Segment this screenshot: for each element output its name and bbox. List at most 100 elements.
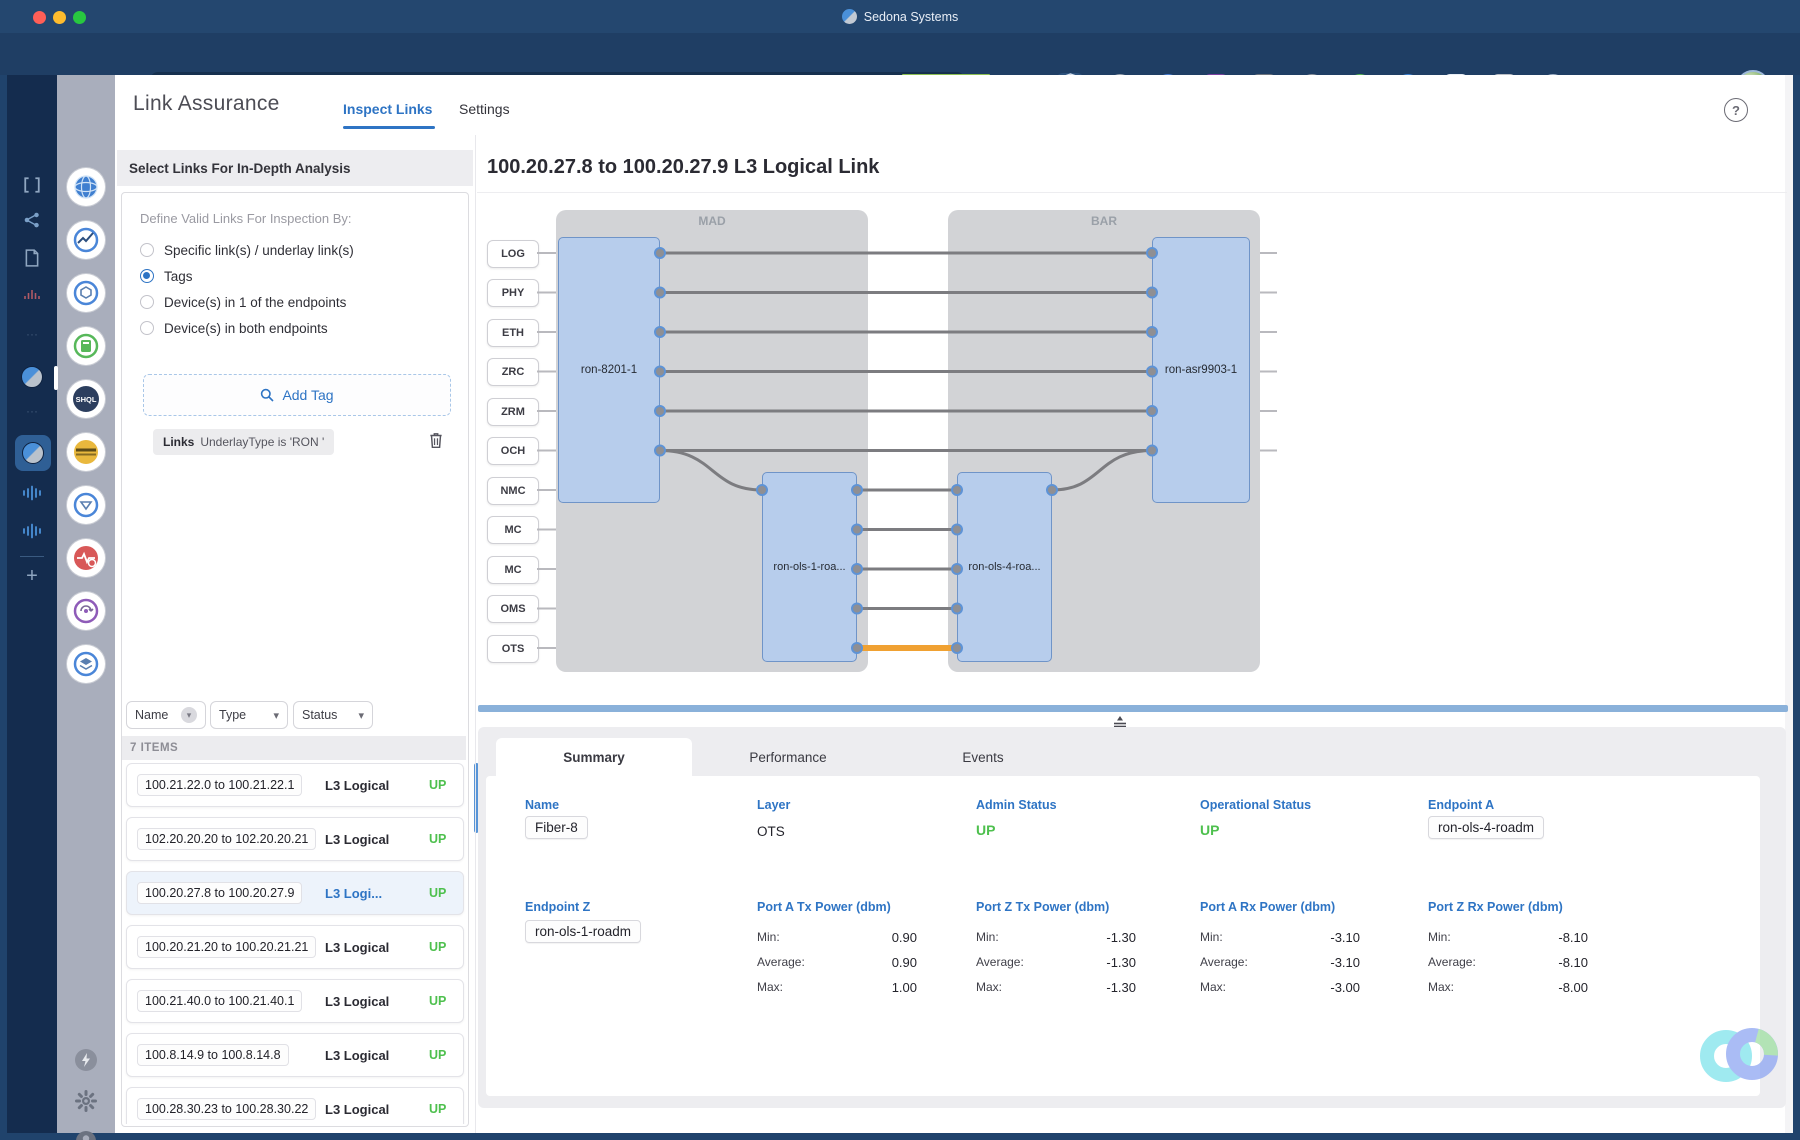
status-badge: UP xyxy=(429,1048,446,1062)
settings-gear-icon[interactable] xyxy=(57,1089,115,1113)
help-icon[interactable]: ? xyxy=(1724,98,1748,122)
operational-status-value: UP xyxy=(1200,822,1219,838)
waveform-app-icon-2[interactable] xyxy=(7,523,57,539)
link-row[interactable]: 100.28.30.23 to 100.28.30.22 L3 Logical … xyxy=(126,1087,464,1124)
sedona-app-icon[interactable] xyxy=(7,366,57,388)
link-list: 100.21.22.0 to 100.21.22.1 L3 Logical UP… xyxy=(122,763,466,1124)
tab-summary[interactable]: Summary xyxy=(496,738,692,776)
items-count: 7 ITEMS xyxy=(122,736,466,760)
endpoint-z-label: Endpoint Z xyxy=(525,900,590,914)
option-tags[interactable]: Tags xyxy=(140,265,193,287)
radio-icon[interactable] xyxy=(140,243,154,257)
quick-actions-icon[interactable] xyxy=(57,1047,115,1073)
define-label: Define Valid Links For Inspection By: xyxy=(140,211,351,226)
user-account-icon[interactable] xyxy=(57,1129,115,1140)
search-icon xyxy=(260,388,274,402)
endpoint-z-value: ron-ols-1-roadm xyxy=(525,924,641,939)
overlay-watermark-logo xyxy=(1692,1012,1784,1101)
router-links xyxy=(660,253,1152,451)
dock-shql-icon[interactable]: SHQL xyxy=(67,380,105,418)
app-rail: ··· ··· + xyxy=(7,75,57,1133)
waveform-app-icon[interactable] xyxy=(7,485,57,501)
summary-content: Name Fiber-8 Layer OTS Admin Status UP O… xyxy=(486,776,1760,1096)
filter-name[interactable]: Name ▾ xyxy=(126,701,206,729)
panel-splitter[interactable] xyxy=(478,705,1788,712)
dock-network-globe-icon[interactable] xyxy=(67,168,105,206)
browser-tab[interactable]: Sedona Systems xyxy=(0,0,1800,33)
layer-value: OTS xyxy=(757,824,785,839)
filter-status[interactable]: Status ▾ xyxy=(293,701,373,729)
chevron-down-icon: ▾ xyxy=(273,709,279,722)
app-dock: SHQL CISCO xyxy=(57,75,115,1133)
status-badge: UP xyxy=(429,1102,446,1116)
network-apps-icon[interactable] xyxy=(7,211,57,229)
document-icon[interactable] xyxy=(7,249,57,267)
radio-icon[interactable] xyxy=(140,295,154,309)
browser-window: Sedona Systems ← ⌂ ⚠ Not Secure | https:… xyxy=(0,0,1800,1140)
radio-icon[interactable] xyxy=(140,321,154,335)
chevron-down-icon: ▾ xyxy=(358,709,364,722)
workspace-icon[interactable] xyxy=(7,176,57,194)
dock-catalog-icon[interactable] xyxy=(67,327,105,365)
page-title: Link Assurance xyxy=(133,92,280,116)
rail-divider xyxy=(20,556,44,557)
link-row[interactable]: 100.21.22.0 to 100.21.22.1 L3 Logical UP xyxy=(126,763,464,807)
active-dock-marker xyxy=(54,366,58,390)
cisco-app-icon[interactable] xyxy=(7,287,57,301)
status-badge: UP xyxy=(429,994,446,1008)
dock-link-assurance-icon[interactable] xyxy=(67,433,105,471)
browser-toolbar: ← ⌂ ⚠ Not Secure | https://172.29.11.60/… xyxy=(0,33,1800,75)
status-badge: UP xyxy=(429,778,446,792)
disabled-app-icon: ··· xyxy=(7,327,57,341)
sort-icon: ▾ xyxy=(181,707,197,723)
option-device-both-endpoints[interactable]: Device(s) in both endpoints xyxy=(140,317,328,339)
dock-explorer-icon[interactable] xyxy=(67,592,105,630)
page-scrollbar[interactable] xyxy=(1785,75,1793,1133)
dock-diagnostics-icon[interactable] xyxy=(67,539,105,577)
svg-text:SHQL: SHQL xyxy=(76,395,97,404)
curve-right xyxy=(1052,451,1152,491)
status-badge: UP xyxy=(429,886,446,900)
layer-label: Layer xyxy=(757,798,790,812)
active-tab-underline xyxy=(343,126,435,129)
dock-layers-icon[interactable] xyxy=(67,645,105,683)
status-badge: UP xyxy=(429,940,446,954)
option-specific-links[interactable]: Specific link(s) / underlay link(s) xyxy=(140,239,354,261)
link-title: 100.20.27.8 to 100.20.27.9 L3 Logical Li… xyxy=(487,156,879,179)
topology-links-layer xyxy=(420,180,1310,692)
operational-status-label: Operational Status xyxy=(1200,798,1311,812)
admin-status-value: UP xyxy=(976,822,995,838)
panel-card: Define Valid Links For Inspection By: Sp… xyxy=(121,192,469,1127)
details-panel: Summary Performance Events Name Fiber-8 … xyxy=(478,727,1786,1108)
dock-target-icon[interactable] xyxy=(67,486,105,524)
add-app-icon[interactable]: + xyxy=(7,565,57,588)
link-row-selected[interactable]: 100.20.27.8 to 100.20.27.9 L3 Logi... UP xyxy=(126,871,464,915)
add-tag-button[interactable]: Add Tag xyxy=(143,374,451,416)
option-device-one-endpoint[interactable]: Device(s) in 1 of the endpoints xyxy=(140,291,346,313)
tab-performance[interactable]: Performance xyxy=(708,738,868,776)
tab-inspect-links[interactable]: Inspect Links xyxy=(343,101,432,117)
radio-selected-icon[interactable] xyxy=(140,269,154,283)
topology-diagram: MAD BAR LOG PHY ETH ZRC ZRM OCH NMC MC M… xyxy=(420,180,1310,692)
tab-events[interactable]: Events xyxy=(908,738,1058,776)
endpoint-a-label: Endpoint A xyxy=(1428,798,1494,812)
tab-settings[interactable]: Settings xyxy=(459,101,510,117)
link-row[interactable]: 100.20.21.20 to 100.20.21.21 L3 Logical … xyxy=(126,925,464,969)
dock-model-icon[interactable] xyxy=(67,274,105,312)
admin-status-label: Admin Status xyxy=(976,798,1057,812)
link-row[interactable]: 102.20.20.20 to 102.20.20.21 L3 Logical … xyxy=(126,817,464,861)
status-badge: UP xyxy=(429,832,446,846)
filter-type[interactable]: Type ▾ xyxy=(210,701,288,729)
endpoint-a-value: ron-ols-4-roadm xyxy=(1428,820,1544,835)
link-assurance-app-active[interactable] xyxy=(15,435,51,471)
name-value: Fiber-8 xyxy=(525,820,588,835)
curve-left xyxy=(660,451,762,491)
sedona-logo-icon xyxy=(842,9,857,24)
link-row[interactable]: 100.8.14.9 to 100.8.14.8 L3 Logical UP xyxy=(126,1033,464,1077)
dock-performance-icon[interactable] xyxy=(67,221,105,259)
link-row[interactable]: 100.21.40.0 to 100.21.40.1 L3 Logical UP xyxy=(126,979,464,1023)
tag-chip[interactable]: Links UnderlayType is 'RON ' xyxy=(153,429,334,455)
window-title: Sedona Systems xyxy=(864,10,959,24)
disabled-app-icon-2: ··· xyxy=(7,404,57,418)
roadm-links xyxy=(857,490,957,609)
